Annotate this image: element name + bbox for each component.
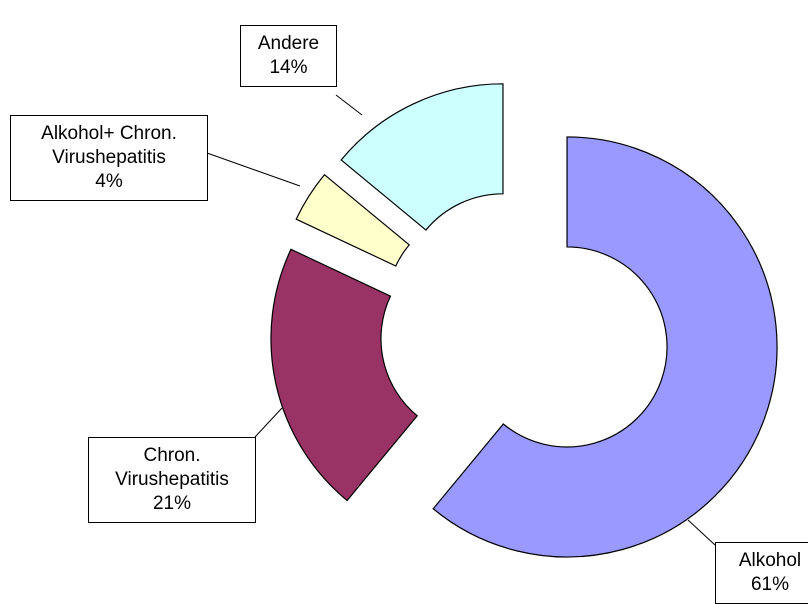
label-name: Andere	[257, 33, 320, 54]
label-value: 21%	[152, 493, 192, 514]
chart	[206, 83, 778, 558]
leader-line	[335, 94, 363, 116]
donut-slice	[432, 136, 778, 558]
label-name: Chron. Virushepatitis	[115, 445, 229, 490]
label-name: Alkohol+ Chron. Virushepatitis	[41, 123, 177, 168]
leader-line	[206, 152, 301, 187]
data-label: Chron. Virushepatitis 21%	[88, 437, 256, 523]
slices	[270, 83, 778, 558]
donut-slice	[270, 248, 419, 502]
donut-slice	[295, 173, 411, 267]
label-value: 14%	[269, 57, 308, 78]
leader-lines	[206, 94, 716, 546]
label-name: Alkohol	[738, 550, 802, 571]
data-label: Alkohol+ Chron. Virushepatitis 4%	[10, 115, 208, 201]
label-value: 4%	[95, 171, 123, 192]
data-label: Andere 14%	[240, 25, 337, 87]
label-value: 61%	[750, 574, 790, 595]
leader-line	[254, 407, 283, 438]
donut-slice	[340, 83, 504, 231]
leader-line	[687, 519, 716, 546]
data-label: Alkohol 61%	[715, 542, 808, 604]
page: {"chart_data": {"type": "donut", "catego…	[10, 25, 808, 604]
